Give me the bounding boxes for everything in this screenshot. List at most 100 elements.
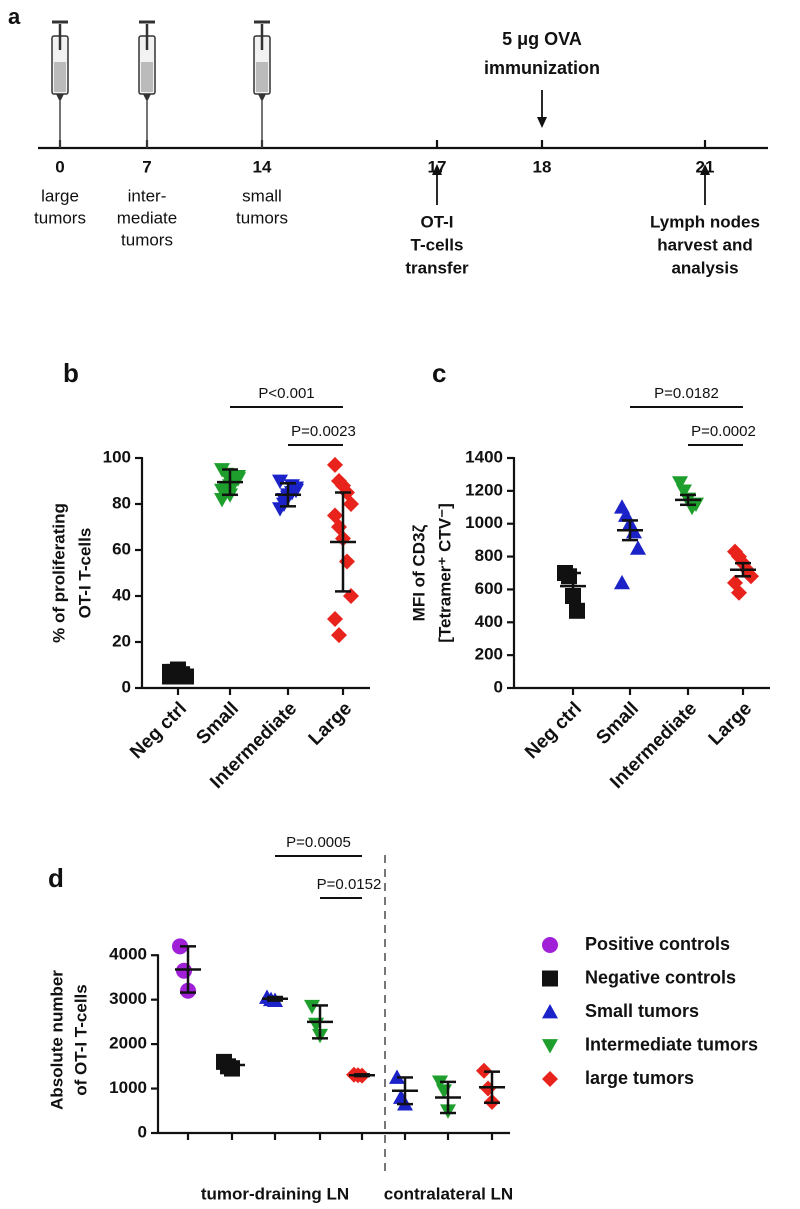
point [176,962,192,979]
panel-label: b [63,358,79,388]
point [542,1039,558,1054]
point [561,568,577,585]
y-axis-label: of OT-I T-cells [71,984,90,1095]
event-label: Lymph nodes [650,212,760,231]
y-axis-label: Absolute number [47,970,66,1110]
y-tick-label: 4000 [109,945,147,964]
legend-label: Negative controls [585,967,736,987]
y-axis-label: MFI of CD3ζ [409,525,428,622]
point [230,472,246,487]
point [288,483,304,499]
event-label: 5 μg OVA [502,29,582,49]
event-label: small [242,186,282,205]
day-label: 7 [142,157,151,176]
event-label: immunization [484,58,600,78]
point [214,483,230,499]
point [331,627,347,644]
event-label: mediate [117,208,177,227]
y-axis-label: % of proliferating [49,503,68,643]
point [676,484,692,499]
y-tick-label: 1400 [465,447,503,466]
y-tick-label: 600 [475,579,503,598]
point [731,584,747,601]
event-label: inter- [128,186,167,205]
point [327,456,343,473]
p-value: P=0.0182 [654,385,719,402]
panel-label: d [48,863,64,893]
y-tick-label: 40 [112,585,131,604]
point [569,602,585,619]
day-label: 18 [533,157,552,176]
region-label: contralateral LN [384,1184,513,1203]
day-label: 0 [55,157,64,176]
y-tick-label: 0 [494,677,503,696]
point [343,496,359,512]
event-label: tumors [121,230,173,249]
day-label: 14 [253,157,272,176]
point [614,574,630,590]
y-tick-label: 0 [138,1122,147,1141]
arrow-head [537,117,547,128]
event-label: harvest and [657,235,752,254]
y-tick-label: 60 [112,539,131,558]
y-tick-label: 400 [475,612,503,631]
x-tick-label: Large [305,698,356,749]
point [542,1004,558,1019]
y-axis-label: OT-I T-cells [75,528,94,619]
arrow-head [700,164,710,175]
x-tick-label: Large [705,698,756,749]
y-tick-label: 0 [122,677,131,696]
y-tick-label: 3000 [109,989,147,1008]
x-tick-label: Small [192,698,243,749]
y-tick-label: 1000 [109,1078,147,1097]
syringe-fluid [256,62,268,92]
panel-label: a [8,4,21,29]
p-value: P=0.0002 [691,423,756,440]
event-label: large [41,186,79,205]
point [672,476,688,491]
legend-label: Small tumors [585,1001,699,1021]
y-tick-label: 80 [112,493,131,512]
y-tick-label: 200 [475,645,503,664]
event-label: OT-I [420,212,453,231]
point [339,553,355,570]
p-value: P=0.0005 [286,834,351,851]
region-label: tumor-draining LN [201,1184,349,1203]
point [480,1080,496,1097]
y-tick-label: 800 [475,546,503,565]
p-value: P=0.0152 [317,876,382,893]
point [272,474,288,489]
p-value: P<0.001 [258,385,314,402]
syringe-tip [258,94,266,100]
event-label: analysis [671,258,738,277]
point [327,611,343,627]
p-value: P=0.0023 [291,423,356,440]
point [304,999,320,1015]
legend-label: large tumors [585,1068,694,1088]
y-axis-label: [Tetramer⁺ CTV⁻] [435,503,454,643]
point [542,1071,558,1087]
y-tick-label: 1000 [465,513,503,532]
point [542,970,558,987]
arrow-head [432,164,442,175]
syringe-fluid [54,62,66,92]
point [630,540,646,555]
y-tick-label: 1200 [465,480,503,499]
legend-label: Positive controls [585,934,730,954]
y-tick-label: 20 [112,631,131,650]
event-label: tumors [236,208,288,227]
syringe-fluid [141,62,153,92]
y-tick-label: 100 [103,447,131,466]
legend-label: Intermediate tumors [585,1034,758,1054]
x-tick-label: Small [592,698,643,749]
syringe-tip [56,94,64,100]
x-tick-label: Neg ctrl [126,698,191,763]
event-label: T-cells [411,235,464,254]
event-label: transfer [405,258,469,277]
event-label: tumors [34,208,86,227]
x-tick-label: Neg ctrl [521,698,586,763]
panel-label: c [432,358,446,388]
point [542,937,558,953]
y-tick-label: 2000 [109,1034,147,1053]
